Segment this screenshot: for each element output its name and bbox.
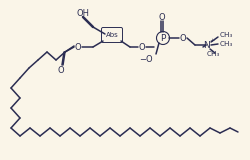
Text: O: O bbox=[138, 43, 145, 52]
Text: O: O bbox=[58, 65, 64, 75]
Text: CH₃: CH₃ bbox=[219, 41, 232, 47]
Text: −O: −O bbox=[139, 55, 152, 64]
Text: P: P bbox=[160, 33, 165, 43]
Text: O: O bbox=[158, 12, 165, 21]
Text: CH₃: CH₃ bbox=[219, 32, 232, 38]
Text: Abs: Abs bbox=[105, 32, 118, 38]
Text: O: O bbox=[74, 43, 81, 52]
Text: O: O bbox=[179, 33, 186, 43]
FancyBboxPatch shape bbox=[101, 28, 122, 43]
Text: OH: OH bbox=[76, 8, 89, 17]
Text: +: + bbox=[208, 37, 214, 43]
Text: CH₃: CH₃ bbox=[206, 51, 219, 57]
Text: N: N bbox=[203, 40, 209, 49]
